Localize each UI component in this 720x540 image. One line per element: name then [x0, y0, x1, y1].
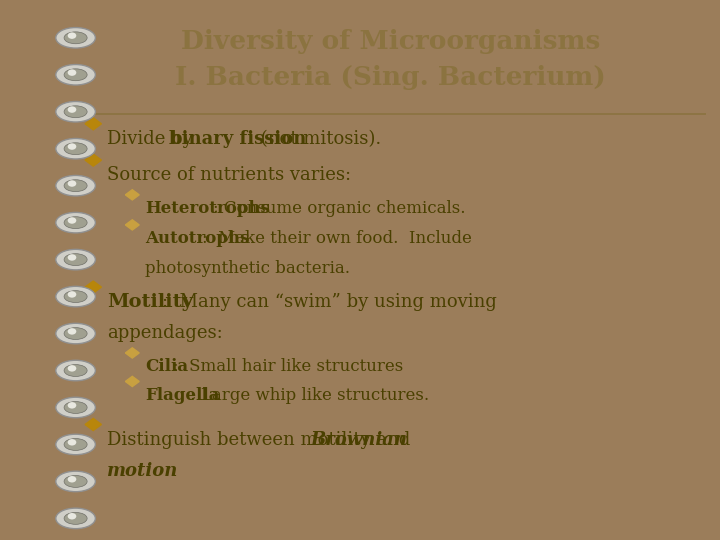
Ellipse shape: [56, 28, 95, 48]
Polygon shape: [125, 376, 139, 387]
Text: appendages:: appendages:: [107, 325, 223, 342]
Ellipse shape: [56, 138, 95, 159]
Circle shape: [68, 439, 76, 446]
Circle shape: [68, 143, 76, 150]
Polygon shape: [85, 154, 102, 166]
Circle shape: [68, 180, 76, 187]
Text: Diversity of Microorganisms: Diversity of Microorganisms: [181, 29, 600, 54]
Ellipse shape: [64, 328, 87, 340]
Text: Motility: Motility: [107, 293, 193, 312]
Ellipse shape: [64, 217, 87, 228]
Ellipse shape: [56, 508, 95, 529]
Ellipse shape: [64, 254, 87, 266]
Ellipse shape: [64, 106, 87, 118]
Circle shape: [68, 402, 76, 409]
Polygon shape: [85, 418, 102, 430]
Ellipse shape: [56, 286, 95, 307]
Circle shape: [68, 217, 76, 224]
Ellipse shape: [56, 471, 95, 492]
Text: binary fission: binary fission: [168, 130, 306, 148]
Circle shape: [68, 291, 76, 298]
Ellipse shape: [64, 32, 87, 44]
Text: :  Many can “swim” by using moving: : Many can “swim” by using moving: [161, 293, 496, 312]
Text: Cilia: Cilia: [145, 358, 188, 375]
Ellipse shape: [56, 249, 95, 270]
Circle shape: [68, 365, 76, 372]
Text: Distinguish between motility and: Distinguish between motility and: [107, 431, 416, 449]
Text: I. Bacteria (Sing. Bacterium): I. Bacteria (Sing. Bacterium): [175, 65, 606, 90]
Polygon shape: [85, 281, 102, 293]
Circle shape: [68, 254, 76, 261]
Polygon shape: [85, 118, 102, 130]
Ellipse shape: [56, 323, 95, 344]
Circle shape: [68, 513, 76, 519]
Ellipse shape: [64, 143, 87, 154]
Text: .: .: [144, 462, 150, 480]
Circle shape: [68, 106, 76, 113]
Text: photosynthetic bacteria.: photosynthetic bacteria.: [145, 260, 350, 277]
Text: Source of nutrients varies:: Source of nutrients varies:: [107, 166, 351, 184]
Text: Divide by: Divide by: [107, 130, 199, 148]
Ellipse shape: [64, 438, 87, 450]
Ellipse shape: [64, 180, 87, 192]
Text: (not mitosis).: (not mitosis).: [256, 130, 382, 148]
Polygon shape: [125, 190, 139, 200]
Ellipse shape: [56, 434, 95, 455]
Ellipse shape: [56, 102, 95, 122]
Circle shape: [68, 328, 76, 335]
Ellipse shape: [64, 402, 87, 414]
Ellipse shape: [64, 512, 87, 524]
Ellipse shape: [64, 69, 87, 80]
Circle shape: [68, 32, 76, 39]
Ellipse shape: [64, 291, 87, 302]
Text: :  Small hair like structures: : Small hair like structures: [174, 358, 403, 375]
Text: : Consume organic chemicals.: : Consume organic chemicals.: [213, 200, 465, 217]
Ellipse shape: [56, 397, 95, 418]
Text: Brownian: Brownian: [311, 431, 408, 449]
Ellipse shape: [56, 176, 95, 196]
Ellipse shape: [64, 364, 87, 376]
Text: Flagella: Flagella: [145, 387, 220, 403]
Ellipse shape: [56, 64, 95, 85]
Text: Heterotrophs: Heterotrophs: [145, 200, 270, 217]
Circle shape: [68, 476, 76, 483]
Text: :  Make their own food.  Include: : Make their own food. Include: [202, 230, 472, 247]
Circle shape: [68, 69, 76, 76]
Text: Autotrophs: Autotrophs: [145, 230, 249, 247]
Polygon shape: [125, 220, 139, 230]
Ellipse shape: [56, 360, 95, 381]
Ellipse shape: [64, 476, 87, 488]
Polygon shape: [125, 348, 139, 358]
Text: : Large whip like structures.: : Large whip like structures.: [190, 387, 429, 403]
Ellipse shape: [56, 212, 95, 233]
Text: motion: motion: [107, 462, 179, 480]
